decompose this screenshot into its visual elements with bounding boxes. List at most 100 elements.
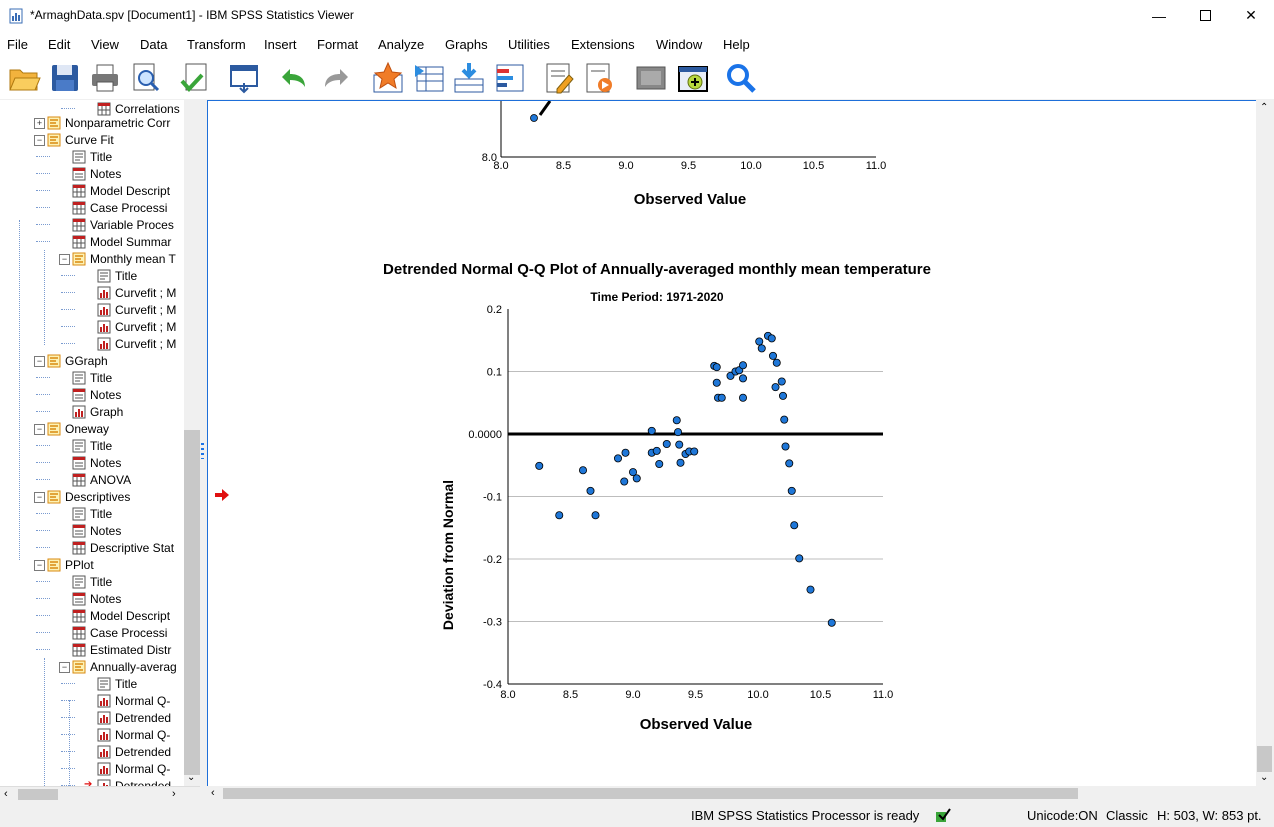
output-vscroll-thumb[interactable] [1257, 746, 1272, 772]
outline-item[interactable]: Title [97, 267, 137, 284]
scroll-up-icon[interactable]: ⌃ [1260, 102, 1269, 113]
menu-window[interactable]: Window [656, 37, 703, 52]
outline-item[interactable]: Detrended [97, 743, 171, 760]
outline-item[interactable]: Case Processi [72, 199, 167, 216]
outline-item[interactable]: Curvefit ; M [97, 318, 176, 335]
menu-utilities[interactable]: Utilities [508, 37, 550, 52]
output-content-pane[interactable]: 8.0 8.5 9.0 9.5 10.0 10.5 11.0 8.0 Observed Val… [207, 100, 1257, 788]
outline-item[interactable]: GGraph [47, 352, 108, 369]
close-button[interactable]: ✕ [1228, 0, 1274, 31]
select-last-output-icon[interactable] [634, 61, 668, 95]
menu-file[interactable]: File [7, 37, 28, 52]
outline-item[interactable]: Nonparametric Corr [47, 114, 170, 131]
tree-expander[interactable]: − [59, 662, 70, 673]
outline-vertical-scrollbar[interactable]: ⌄ [184, 100, 200, 788]
recall-dialog-icon[interactable] [227, 61, 261, 95]
redo-icon[interactable] [320, 61, 354, 95]
scroll-left-icon[interactable]: ‹ [4, 788, 8, 800]
print-icon[interactable] [88, 61, 122, 95]
outline-horizontal-scrollbar[interactable]: ‹ › [0, 786, 200, 803]
variables-icon[interactable] [493, 61, 527, 95]
outline-item[interactable]: Annually-averag [72, 658, 177, 675]
outline-item[interactable]: Model Descript [72, 182, 170, 199]
menu-data[interactable]: Data [140, 37, 168, 52]
outline-item[interactable]: Estimated Distr [72, 641, 171, 658]
minimize-button[interactable]: — [1136, 0, 1182, 31]
tree-expander[interactable]: − [34, 424, 45, 435]
outline-item[interactable]: Title [97, 675, 137, 692]
maximize-button[interactable] [1182, 0, 1228, 31]
outline-item[interactable]: Title [72, 505, 112, 522]
menu-format[interactable]: Format [317, 37, 359, 52]
output-horizontal-scrollbar[interactable]: ‹ [207, 786, 1273, 802]
scroll-down-icon[interactable]: ⌄ [187, 772, 196, 783]
outline-scroll-thumb[interactable] [184, 430, 200, 775]
outline-item[interactable]: Normal Q- [97, 692, 170, 709]
menu-extensions[interactable]: Extensions [571, 37, 635, 52]
outline-item[interactable]: PPlot [47, 556, 94, 573]
menu-help[interactable]: Help [723, 37, 750, 52]
previous-qq-chart[interactable]: 8.0 8.5 9.0 9.5 10.0 10.5 11.0 8.0 Observed Val… [208, 101, 1256, 221]
splitter-grip-icon[interactable] [201, 443, 204, 459]
scroll-left-icon[interactable]: ‹ [211, 787, 215, 799]
menu-insert[interactable]: Insert [264, 37, 297, 52]
outline-item[interactable]: Notes [72, 165, 121, 182]
go-to-data-icon[interactable] [371, 61, 405, 95]
show-all-variables-icon[interactable] [543, 61, 577, 95]
outline-hscroll-thumb[interactable] [18, 789, 58, 800]
outline-item[interactable]: ANOVA [72, 471, 131, 488]
open-icon[interactable] [7, 61, 41, 95]
output-hscroll-thumb[interactable] [223, 788, 1078, 799]
tree-expander[interactable]: − [59, 254, 70, 265]
outline-item[interactable]: Title [72, 369, 112, 386]
menu-analyze[interactable]: Analyze [378, 37, 425, 52]
outline-item[interactable]: Model Descript [72, 607, 170, 624]
outline-item[interactable]: Normal Q- [97, 760, 170, 777]
outline-item[interactable]: Descriptive Stat [72, 539, 174, 556]
tree-expander[interactable]: − [34, 135, 45, 146]
menu-graphs[interactable]: Graphs [445, 37, 488, 52]
export-icon[interactable] [178, 61, 212, 95]
outline-item[interactable]: Title [72, 148, 112, 165]
outline-item[interactable]: Detrended [97, 709, 171, 726]
menu-view[interactable]: View [91, 37, 119, 52]
detrended-qq-chart[interactable]: Detrended Normal Q-Q Plot of Annually-av… [208, 251, 1256, 741]
outline-item[interactable]: Curve Fit [47, 131, 114, 148]
scroll-down-icon[interactable]: ⌄ [1260, 772, 1269, 783]
outline-item[interactable]: Variable Proces [72, 216, 174, 233]
outline-item[interactable]: Correlations [97, 100, 180, 117]
tree-expander[interactable]: + [34, 118, 45, 129]
outline-item[interactable]: Notes [72, 454, 121, 471]
print-preview-icon[interactable] [128, 61, 162, 95]
outline-item[interactable]: Title [72, 573, 112, 590]
insert-new-item-icon[interactable] [676, 61, 710, 95]
outline-item[interactable]: Curvefit ; M [97, 301, 176, 318]
outline-item[interactable]: Curvefit ; M [97, 284, 176, 301]
tree-expander[interactable]: − [34, 356, 45, 367]
outline-item[interactable]: Model Summar [72, 233, 171, 250]
save-icon[interactable] [48, 61, 82, 95]
designate-window-icon[interactable] [583, 61, 617, 95]
outline-item[interactable]: Title [72, 437, 112, 454]
go-to-variable-icon[interactable] [452, 61, 486, 95]
tree-expander[interactable]: − [34, 492, 45, 503]
outline-item[interactable]: Case Processi [72, 624, 167, 641]
output-vertical-scrollbar[interactable]: ⌃ ⌄ [1256, 100, 1273, 786]
outline-item[interactable]: Oneway [47, 420, 109, 437]
outline-item[interactable]: Descriptives [47, 488, 130, 505]
tree-expander[interactable]: − [34, 560, 45, 571]
outline-item[interactable]: Graph [72, 403, 123, 420]
pane-splitter[interactable] [200, 100, 206, 802]
outline-item[interactable]: Monthly mean T [72, 250, 176, 267]
outline-item[interactable]: Notes [72, 590, 121, 607]
outline-item[interactable]: Curvefit ; M [97, 335, 176, 352]
search-icon[interactable] [724, 61, 758, 95]
menu-edit[interactable]: Edit [48, 37, 71, 52]
outline-item[interactable]: Notes [72, 522, 121, 539]
undo-icon[interactable] [276, 61, 310, 95]
menu-transform[interactable]: Transform [187, 37, 246, 52]
scroll-right-icon[interactable]: › [172, 788, 176, 800]
outline-item[interactable]: Normal Q- [97, 726, 170, 743]
outline-item[interactable]: Notes [72, 386, 121, 403]
go-to-case-icon[interactable] [412, 61, 446, 95]
